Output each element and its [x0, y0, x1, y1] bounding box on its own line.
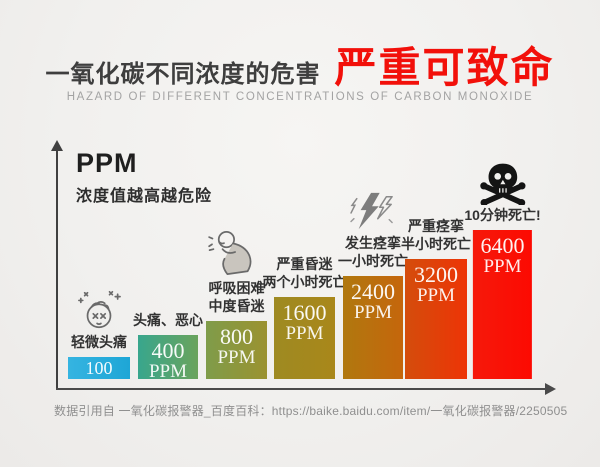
bar-effect-label: 头痛、恶心	[133, 312, 203, 330]
effect-line: 中度昏迷	[208, 298, 265, 315]
effect-line: 呼吸困难	[208, 280, 265, 297]
skull-icon	[478, 162, 526, 207]
bar-value: 3200	[414, 262, 458, 287]
effect-line: 严重痉挛	[408, 218, 464, 235]
effect-line: 发生痉挛	[345, 235, 401, 252]
effect-line: 一小时死亡	[338, 253, 408, 270]
bar-6400ppm: 6400 PPM	[472, 230, 532, 379]
bar-100ppm: 100	[68, 357, 130, 379]
effect-line: 两个小时死亡	[262, 274, 347, 291]
bar-effect-label: 严重昏迷 两个小时死亡	[263, 256, 347, 292]
bar-effect-label: 轻微头痛	[71, 334, 127, 352]
bar-effect-label: 发生痉挛 一小时死亡	[338, 235, 408, 271]
bar-400ppm: 400 PPM	[138, 335, 198, 382]
bar-effect-label: 呼吸困难 中度昏迷	[209, 280, 265, 316]
bar-group-800ppm: 呼吸困难 中度昏迷 800 PPM	[206, 228, 268, 379]
bar-unit: PPM	[483, 256, 522, 278]
effect-line: 10分钟死亡!	[464, 207, 541, 224]
bar-effect-label: 严重痉挛 半小时死亡	[401, 218, 471, 254]
bar-1600ppm: 1600 PPM	[274, 297, 335, 379]
page-title: 一氧化碳不同浓度的危害 严重可致命	[0, 34, 600, 95]
bar-unit: PPM	[217, 347, 256, 369]
bar-group-6400ppm: 10分钟死亡! 6400 PPM	[464, 162, 541, 379]
data-source-citation: 数据引用自 一氧化碳报警器_百度百科：https://baike.baidu.c…	[54, 404, 568, 418]
bar-group-400ppm: 头痛、恶心 400 PPM	[133, 312, 203, 382]
bar-value: 400	[151, 338, 185, 363]
bar-unit: PPM	[148, 361, 188, 383]
lightning-icon	[346, 191, 400, 233]
title-highlight-fatal: 严重可致命	[334, 44, 555, 91]
bar-value: 100	[85, 357, 113, 378]
bar-value: 1600	[282, 300, 327, 325]
bar-group-100ppm: 轻微头痛 100	[68, 288, 130, 379]
bar-unit: PPM	[416, 285, 456, 307]
bar-unit: PPM	[285, 323, 324, 345]
effect-line: 半小时死亡	[401, 236, 471, 253]
y-axis-note: 浓度值越高越危险	[76, 188, 213, 205]
x-axis-arrow-icon	[545, 383, 556, 395]
effect-line: 轻微头痛	[71, 334, 127, 351]
bar-unit: PPM	[353, 302, 393, 324]
bar-3200ppm: 3200 PPM	[405, 259, 467, 379]
effect-line: 严重昏迷	[276, 256, 333, 273]
coughing-person-icon	[206, 228, 268, 278]
bar-value: 2400	[351, 279, 395, 304]
x-axis-line	[56, 388, 546, 390]
dizzy-face-icon	[70, 288, 128, 332]
y-axis-arrow-icon	[51, 140, 63, 151]
subtitle-english: HAZARD OF DIFFERENT CONCENTRATIONS OF CA…	[66, 91, 534, 103]
y-axis-label: PPM	[76, 148, 138, 178]
bar-group-3200ppm: 严重痉挛 半小时死亡 3200 PPM	[401, 218, 471, 379]
bar-effect-label: 10分钟死亡!	[464, 207, 540, 225]
bar-value: 6400	[480, 233, 525, 258]
title-chinese: 一氧化碳不同浓度的危害	[45, 61, 321, 88]
bar-group-1600ppm: 严重昏迷 两个小时死亡 1600 PPM	[263, 256, 347, 379]
bar-value: 800	[220, 324, 253, 349]
bar-800ppm: 800 PPM	[206, 321, 267, 379]
bar-2400ppm: 2400 PPM	[343, 276, 403, 379]
y-axis-line	[56, 150, 58, 390]
bar-group-2400ppm: 发生痉挛 一小时死亡 2400 PPM	[338, 191, 408, 379]
effect-line: 头痛、恶心	[133, 312, 203, 329]
